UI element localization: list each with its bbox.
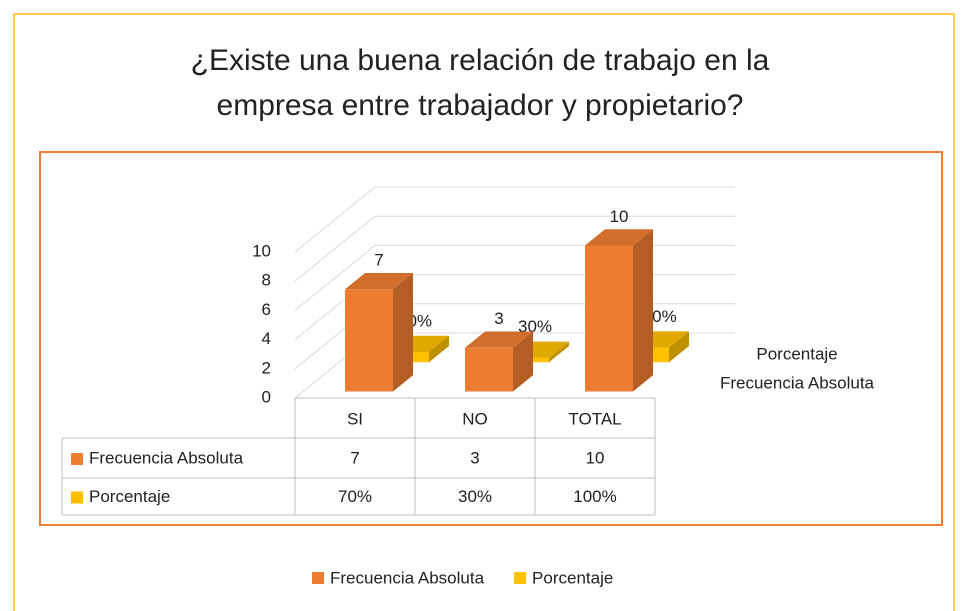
bar-top [465,331,533,348]
bar-front [465,347,513,392]
grid-line [294,215,735,282]
bar [465,331,533,392]
y-tick-label: 4 [262,329,271,348]
bar-front [345,289,393,392]
bar-side [393,273,413,392]
y-tick-label: 2 [262,358,271,377]
table-cell: 30% [458,487,492,506]
table-cell: 100% [573,487,616,506]
legend-label: Porcentaje [532,568,613,587]
bar [345,273,413,392]
bar-top [585,229,653,246]
bar-side [669,331,689,363]
depth-label: Frecuencia Absoluta [720,373,875,392]
bar-top [345,273,413,290]
table-row-label: Porcentaje [89,487,170,506]
chart-title: ¿Existe una buena relación de trabajo en… [190,44,770,122]
table-cell: 10 [586,448,605,467]
legend-label: Frecuencia Absoluta [330,568,485,587]
table-cell: 3 [470,448,479,467]
plot-frame [39,151,943,526]
bar-side [633,229,653,392]
bar-side [429,335,449,363]
x-tick-label: SI [347,409,363,428]
table-cell: 7 [350,448,359,467]
x-tick-label: NO [462,409,488,428]
grid-line [294,186,735,253]
bar [585,229,653,392]
data-label: 7 [374,251,383,270]
bar-front [585,245,633,392]
table-legend-key [71,453,83,465]
y-tick-label: 0 [262,387,271,406]
legend-key [514,572,527,584]
bar-side [513,331,533,392]
depth-label: Porcentaje [756,344,837,363]
y-tick-label: 8 [262,271,271,290]
bar-side [549,341,569,363]
table-cell: 70% [338,487,372,506]
data-label: 10 [610,207,629,226]
legend-key [312,572,324,584]
y-tick-label: 10 [252,241,271,260]
table-row-label: Frecuencia Absoluta [89,448,244,467]
data-label: 3 [494,309,503,328]
y-tick-label: 6 [262,300,271,319]
x-tick-label: TOTAL [568,409,621,428]
table-legend-key [71,491,83,504]
